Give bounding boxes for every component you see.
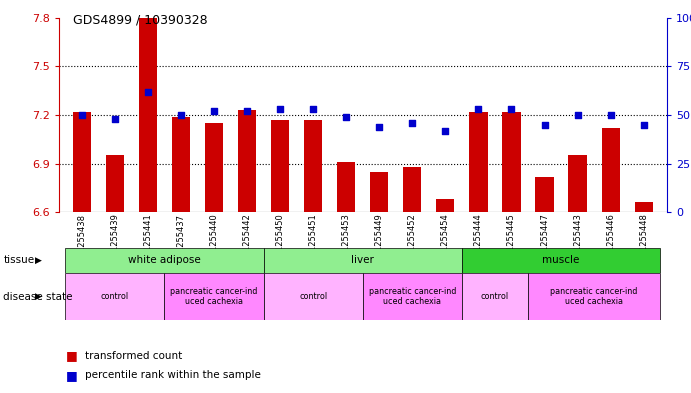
Text: ▶: ▶ [35,292,41,301]
Text: white adipose: white adipose [128,255,201,265]
Bar [337,162,355,212]
Text: transformed count: transformed count [85,351,182,361]
Text: pancreatic cancer-ind
uced cachexia: pancreatic cancer-ind uced cachexia [171,287,258,307]
Point [341,114,352,120]
Text: control: control [101,292,129,301]
Point [176,112,187,118]
Point [109,116,120,122]
Point [407,119,418,126]
Text: ■: ■ [66,349,77,362]
Text: tissue: tissue [3,255,35,265]
Bar [139,18,157,212]
Bar [528,273,660,320]
Bar [264,248,462,273]
Bar [634,202,653,212]
Bar [569,156,587,212]
Bar [602,128,620,212]
Text: pancreatic cancer-ind
uced cachexia: pancreatic cancer-ind uced cachexia [551,287,638,307]
Point [209,108,220,114]
Bar [304,120,322,212]
Text: liver: liver [351,255,375,265]
Point [539,121,550,128]
Bar [271,120,290,212]
Text: ■: ■ [66,369,77,382]
Bar [536,176,553,212]
Point [638,121,650,128]
Bar [66,248,264,273]
Bar [172,117,190,212]
Bar [462,273,528,320]
Point [374,123,385,130]
Point [242,108,253,114]
Bar [469,112,488,212]
Bar [404,167,422,212]
Bar [502,112,520,212]
Point [274,106,285,112]
Bar [66,273,164,320]
Bar [264,273,363,320]
Text: ▶: ▶ [35,256,41,265]
Point [572,112,583,118]
Bar [363,273,462,320]
Bar [73,112,91,212]
Point [307,106,319,112]
Text: disease state: disease state [3,292,73,302]
Bar [436,199,455,212]
Text: GDS4899 / 10390328: GDS4899 / 10390328 [73,14,207,27]
Point [440,127,451,134]
Point [142,88,153,95]
Text: percentile rank within the sample: percentile rank within the sample [85,370,261,380]
Bar [462,248,660,273]
Bar [205,123,223,212]
Point [605,112,616,118]
Text: control: control [481,292,509,301]
Bar [164,273,264,320]
Point [76,112,87,118]
Point [473,106,484,112]
Text: muscle: muscle [542,255,580,265]
Point [506,106,517,112]
Text: pancreatic cancer-ind
uced cachexia: pancreatic cancer-ind uced cachexia [369,287,456,307]
Bar [106,156,124,212]
Bar [370,172,388,212]
Bar [238,110,256,212]
Text: control: control [299,292,328,301]
